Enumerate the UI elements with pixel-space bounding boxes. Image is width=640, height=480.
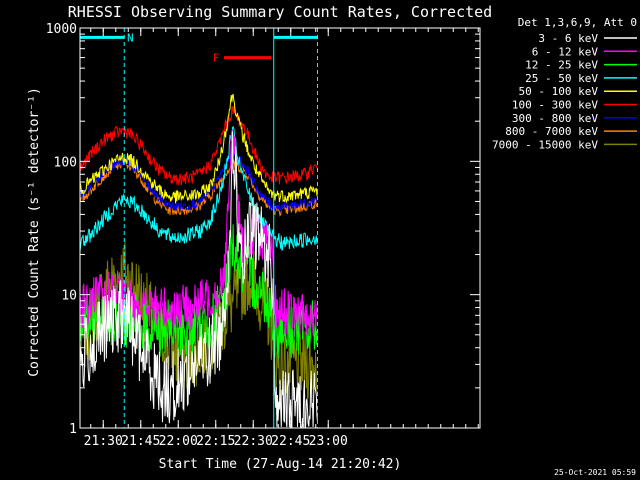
plot-frame <box>79 27 481 429</box>
legend-entry-label: 50 - 100 keV <box>519 85 599 98</box>
flag-label: N <box>127 31 134 44</box>
x-tick-label: 21:30 <box>84 434 123 449</box>
flag-label: F <box>213 52 220 65</box>
legend-entry-label: 6 - 12 keV <box>532 45 599 58</box>
legend-entry-label: 12 - 25 keV <box>525 59 598 72</box>
legend-entry-label: 300 - 800 keV <box>512 112 598 125</box>
x-tick-label: 21:45 <box>121 434 160 449</box>
x-tick-label: 22:30 <box>234 434 273 449</box>
series-line-6 <box>79 149 318 213</box>
series-line-1 <box>79 129 318 337</box>
legend-entry-label: 100 - 300 keV <box>512 99 598 112</box>
x-tick-label: 22:00 <box>159 434 198 449</box>
y-tick-label: 10 <box>61 289 77 304</box>
series-layer <box>79 93 318 428</box>
x-axis-label: Start Time (27-Aug-14 21:20:42) <box>159 457 402 472</box>
legend-entry-label: 3 - 6 keV <box>538 32 598 45</box>
legend-entry-label: 800 - 7000 keV <box>505 125 598 138</box>
legend-entry-label: 7000 - 15000 keV <box>492 138 598 151</box>
chart-title: RHESSI Observing Summary Count Rates, Co… <box>68 3 492 21</box>
y-tick-label: 1000 <box>46 22 77 37</box>
footer-timestamp: 25-Oct-2021 05:59 <box>554 468 636 477</box>
x-tick-label: 22:15 <box>196 434 235 449</box>
y-tick-label: 100 <box>54 155 77 170</box>
x-tick-label: 22:45 <box>271 434 310 449</box>
x-tick-label: 23:00 <box>309 434 348 449</box>
series-line-5 <box>79 106 318 186</box>
legend-entry-label: 25 - 50 keV <box>525 72 598 85</box>
series-line-3 <box>79 125 318 252</box>
series-line-4 <box>79 93 318 204</box>
legend-header: Det 1,3,6,9, Att 0 <box>518 16 637 29</box>
y-axis-label: Corrected Count Rate (s⁻¹ detector⁻¹) <box>27 87 42 377</box>
y-tick-label: 1 <box>69 422 77 437</box>
series-line-0 <box>79 131 318 428</box>
